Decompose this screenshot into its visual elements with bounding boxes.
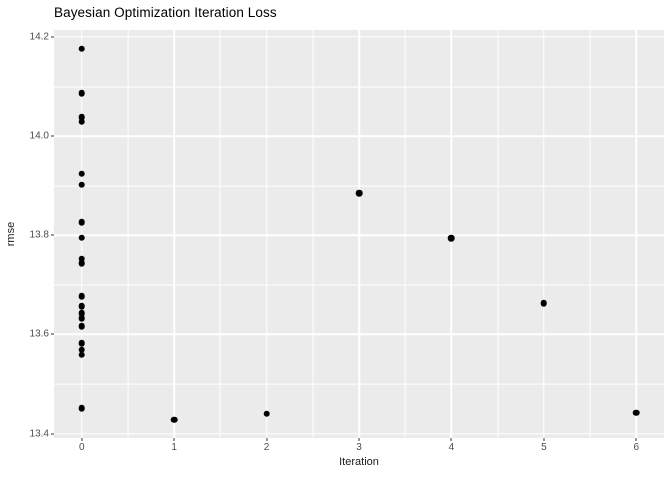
data-point [263, 410, 270, 417]
data-point [78, 219, 86, 226]
x-major-gridline [173, 30, 175, 438]
x-tick-mark [173, 437, 175, 441]
data-point [78, 255, 86, 262]
x-major-gridline [543, 30, 545, 438]
x-tick-label: 1 [171, 442, 177, 453]
chart-title: Bayesian Optimization Iteration Loss [54, 5, 277, 20]
x-minor-gridline [589, 30, 591, 438]
x-axis-title: Iteration [339, 456, 379, 468]
data-point [78, 302, 86, 310]
data-point [355, 189, 363, 197]
data-point [78, 234, 86, 241]
x-tick-mark [358, 437, 360, 441]
x-major-gridline [450, 30, 453, 438]
data-point [78, 170, 86, 178]
x-tick-mark [543, 437, 545, 441]
x-tick-mark [635, 437, 637, 441]
data-point [78, 260, 86, 267]
data-point [78, 309, 86, 317]
x-tick-label: 2 [263, 442, 270, 453]
x-tick-label: 0 [78, 442, 85, 453]
y-tick-label: 14.2 [29, 31, 49, 43]
data-point [78, 292, 86, 300]
y-major-gridline [54, 234, 664, 236]
x-major-gridline [80, 30, 83, 438]
y-tick-label: 13.8 [29, 229, 49, 241]
data-point [78, 314, 86, 322]
y-tick-mark [51, 36, 54, 38]
y-tick-label: 13.6 [29, 328, 49, 340]
data-point [78, 351, 86, 358]
x-tick-label: 6 [633, 442, 640, 453]
y-tick-mark [51, 433, 54, 435]
y-tick-label: 14.0 [29, 130, 49, 142]
data-point [540, 299, 548, 307]
y-tick-mark [51, 135, 54, 137]
y-major-gridline [54, 333, 664, 336]
x-tick-label: 4 [448, 442, 455, 453]
x-minor-gridline [497, 30, 499, 438]
x-tick-label: 3 [356, 442, 362, 453]
data-point [78, 181, 86, 188]
y-tick-mark [51, 234, 54, 236]
y-major-gridline [54, 36, 664, 38]
data-point [78, 45, 86, 53]
data-point [170, 416, 178, 423]
y-major-gridline [54, 432, 664, 435]
x-major-gridline [635, 30, 638, 438]
data-point [78, 340, 86, 347]
x-tick-mark [81, 437, 83, 441]
x-tick-mark [266, 437, 268, 441]
data-point [78, 404, 86, 412]
x-minor-gridline [127, 30, 129, 438]
data-point [632, 409, 640, 416]
x-minor-gridline [404, 30, 406, 438]
y-tick-label: 13.4 [29, 428, 49, 440]
data-point [78, 89, 86, 97]
y-major-gridline [54, 135, 664, 137]
y-tick-mark [51, 333, 54, 335]
x-minor-gridline [219, 30, 221, 438]
x-minor-gridline [312, 30, 314, 438]
data-point [78, 118, 86, 125]
x-tick-label: 5 [541, 442, 547, 453]
data-point [448, 234, 455, 242]
data-point [78, 322, 86, 330]
x-major-gridline [265, 30, 268, 438]
x-major-gridline [358, 30, 360, 438]
plot-panel [54, 30, 664, 438]
data-point [78, 113, 86, 121]
x-tick-mark [450, 437, 452, 441]
data-point [78, 346, 86, 354]
